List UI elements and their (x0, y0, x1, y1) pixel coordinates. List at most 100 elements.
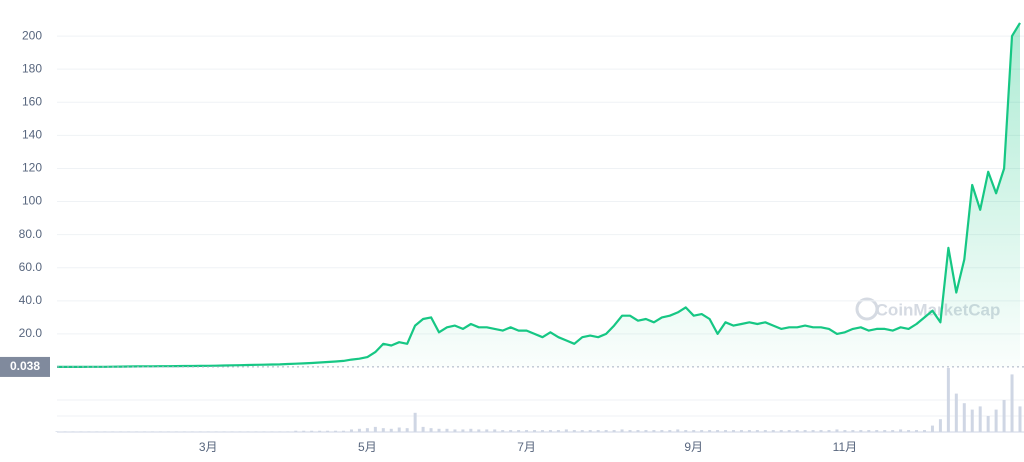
volume-bar (580, 430, 584, 432)
volume-bar (556, 430, 560, 432)
volume-bar (628, 430, 632, 432)
volume-bar (716, 430, 720, 432)
volume-bar (843, 430, 847, 432)
volume-bar (739, 430, 743, 432)
volume-bar (930, 425, 934, 432)
x-tick-label: 3月 (199, 440, 218, 454)
volume-bar (445, 428, 449, 432)
volume-bar (501, 430, 505, 432)
volume-bar (604, 430, 608, 432)
volume-bar (326, 430, 330, 432)
volume-bar (509, 430, 513, 432)
volume-bar (469, 428, 473, 432)
y-tick-label: 20.0 (19, 326, 43, 340)
volume-bar (668, 430, 672, 432)
volume-bar (875, 430, 879, 432)
volume-bar (596, 430, 600, 432)
volume-bar (795, 430, 799, 432)
x-tick-label: 7月 (517, 440, 536, 454)
volume-bar (883, 430, 887, 432)
x-tick-label: 11月 (833, 440, 857, 454)
volume-bar (1018, 406, 1022, 432)
volume-bar (978, 406, 982, 432)
volume-bar (1002, 400, 1006, 432)
volume-bar (994, 409, 998, 432)
volume-bar (405, 428, 409, 432)
volume-bar (986, 416, 990, 432)
volume-bar (1010, 374, 1014, 432)
volume-bar (493, 429, 497, 432)
volume-bar (564, 429, 568, 432)
volume-bar (915, 430, 919, 432)
volume-bar (660, 430, 664, 432)
reference-label-box (0, 356, 50, 377)
volume-bar (365, 428, 369, 432)
volume-bar (652, 430, 656, 432)
volume-bar (310, 430, 314, 432)
volume-bar (485, 429, 489, 432)
y-tick-label: 180 (22, 61, 42, 75)
volume-bar (771, 430, 775, 432)
volume-bar (676, 429, 680, 432)
volume-bar (731, 430, 735, 432)
volume-bar (342, 430, 346, 432)
volume-bar (700, 430, 704, 432)
volume-bar (437, 428, 441, 432)
y-tick-label: 80.0 (19, 227, 43, 241)
volume-bar (389, 428, 393, 432)
volume-bar (962, 403, 966, 432)
volume-bar (413, 412, 417, 432)
volume-bar (859, 430, 863, 432)
volume-bar (533, 430, 537, 432)
volume-bar (954, 393, 958, 432)
volume-bar (946, 368, 950, 432)
watermark-logo (855, 297, 879, 321)
volume-bar (477, 429, 481, 432)
volume-bar (612, 430, 616, 432)
volume-bar (525, 430, 529, 432)
y-tick-label: 160 (22, 94, 42, 108)
volume-bar (827, 430, 831, 432)
volume-bar (835, 429, 839, 432)
y-tick-label: 40.0 (19, 293, 43, 307)
volume-bar (294, 430, 298, 432)
volume-bar (803, 430, 807, 432)
x-tick-label: 9月 (684, 440, 703, 454)
y-tick-label: 100 (22, 194, 42, 208)
volume-bar (588, 430, 592, 432)
volume-bar (922, 430, 926, 432)
volume-bar (708, 430, 712, 432)
volume-bar (755, 430, 759, 432)
volume-bar (763, 430, 767, 432)
volume-bar (421, 426, 425, 432)
volume-bar (572, 430, 576, 432)
volume-bar (397, 427, 401, 432)
volume-bar (779, 430, 783, 432)
area (57, 22, 1020, 368)
volume-bar (899, 429, 903, 432)
y-tick-label: 120 (22, 161, 42, 175)
volume-bar (644, 430, 648, 432)
volume-bar (517, 430, 521, 432)
volume-bar (819, 430, 823, 432)
volume-bar (620, 429, 624, 432)
volume-bar (747, 430, 751, 432)
volume-bar (938, 419, 942, 432)
volume-bar (724, 430, 728, 432)
volume-bar (548, 430, 552, 432)
volume-bar (684, 430, 688, 432)
volume-bar (453, 429, 457, 432)
volume-bar (461, 429, 465, 432)
price-line (57, 22, 1021, 368)
volume-bar (302, 430, 306, 432)
volume-bar (357, 428, 361, 432)
volume-bar (867, 430, 871, 432)
volume-bar (891, 430, 895, 432)
volume-bar (970, 409, 974, 432)
volume-bar (851, 430, 855, 432)
volume-bar (349, 429, 353, 432)
volume-bar (692, 430, 696, 432)
volume-bar (373, 426, 377, 432)
